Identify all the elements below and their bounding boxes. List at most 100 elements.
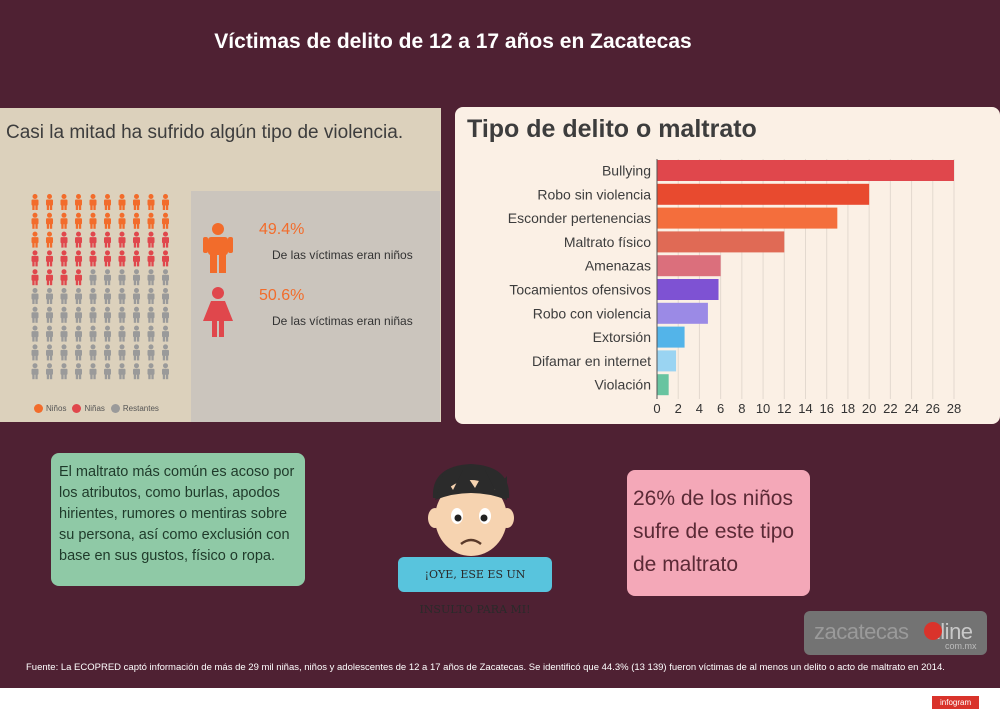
x-tick-label: 4	[696, 401, 703, 416]
x-tick-label: 16	[819, 401, 833, 416]
page-title: Víctimas de delito de 12 a 17 años en Za…	[214, 30, 692, 53]
person-icon	[31, 212, 39, 229]
person-icon	[162, 288, 169, 304]
person-icon	[31, 288, 39, 304]
infogram-badge[interactable]: infogram	[932, 696, 980, 709]
chart-title: Tipo de delito o maltrato	[467, 115, 757, 143]
person-icon	[147, 288, 155, 304]
person-icon	[104, 250, 111, 267]
person-icon	[133, 325, 140, 342]
person-icon	[60, 363, 68, 380]
x-tick-label: 6	[717, 401, 724, 416]
x-tick-label: 24	[904, 401, 918, 416]
speech-bubble: ¡OYE, ESE ES UN INSULTO PARA MI!	[398, 557, 552, 616]
x-tick-label: 8	[738, 401, 745, 416]
boy-icon	[203, 223, 233, 273]
person-icon	[60, 250, 68, 267]
person-icon	[133, 306, 140, 323]
girls-percent: 50.6%	[259, 287, 305, 304]
person-icon	[162, 269, 169, 286]
person-icon	[60, 212, 68, 229]
bar	[657, 160, 954, 181]
person-icon	[31, 306, 39, 323]
person-icon	[147, 306, 155, 323]
person-icon	[89, 363, 97, 380]
person-icon	[147, 250, 155, 267]
bar	[657, 279, 719, 300]
person-icon	[60, 325, 68, 342]
x-tick-label: 26	[926, 401, 940, 416]
legend-item-rest: Restantes	[110, 404, 159, 414]
zacatecas-online-logo: zacatecas nline com.mx	[804, 611, 987, 655]
x-tick-label: 10	[756, 401, 770, 416]
category-label: Tocamientos ofensivos	[509, 282, 651, 298]
bar	[657, 231, 785, 253]
person-icon	[89, 250, 97, 267]
gender-panel: Casi la mitad ha sufrido algún tipo de v…	[0, 108, 441, 422]
person-icon	[118, 212, 126, 229]
person-icon	[104, 306, 111, 323]
person-icon	[162, 231, 169, 248]
person-icon	[31, 325, 39, 342]
person-icon	[46, 344, 53, 361]
source-footnote: Fuente: La ECOPRED captó información de …	[26, 662, 945, 673]
person-icon	[133, 194, 140, 210]
bullying-stat-box: 26% de los niños sufre de este tipo de m…	[627, 470, 810, 596]
person-icon	[133, 269, 140, 286]
person-icon	[133, 363, 140, 380]
person-icon	[60, 194, 68, 210]
person-icon	[75, 212, 82, 229]
category-label: Bullying	[602, 163, 651, 179]
person-icon	[104, 325, 111, 342]
x-tick-label: 2	[675, 401, 682, 416]
girls-label: De las víctimas eran niñas	[272, 314, 413, 328]
x-tick-label: 20	[862, 401, 876, 416]
person-icon	[133, 344, 140, 361]
person-icon	[147, 269, 155, 286]
logo-main-text: zacatecas	[814, 619, 909, 644]
person-icon	[46, 288, 53, 304]
person-icon	[147, 194, 155, 210]
logo-suffix: com.mx	[945, 641, 977, 651]
person-icon	[89, 269, 97, 286]
bar	[657, 183, 870, 205]
person-icon	[118, 363, 126, 380]
person-icon	[162, 344, 169, 361]
person-icon	[162, 363, 169, 380]
person-icon	[147, 344, 155, 361]
person-icon	[75, 269, 82, 286]
x-tick-label: 12	[777, 401, 791, 416]
person-icon	[162, 212, 169, 229]
person-icon	[89, 231, 97, 248]
person-icon	[147, 325, 155, 342]
legend-item-boys: Niños	[34, 404, 66, 414]
pictogram-svg	[31, 194, 169, 380]
person-icon	[75, 344, 82, 361]
person-icon	[89, 194, 97, 210]
person-icon	[31, 250, 39, 267]
logo-o-icon	[924, 622, 942, 640]
person-icon	[31, 269, 39, 286]
person-icon	[75, 194, 82, 210]
person-icon	[118, 250, 126, 267]
pictogram-grid	[30, 194, 180, 384]
person-icon	[118, 325, 126, 342]
gender-stats: 49.4% De las víctimas eran niños 50.6% D…	[191, 191, 440, 422]
person-icon	[162, 325, 169, 342]
person-icon	[104, 344, 111, 361]
person-icon	[133, 288, 140, 304]
person-icon	[147, 212, 155, 229]
person-icon	[118, 231, 126, 248]
person-icon	[104, 288, 111, 304]
category-label: Robo con violencia	[533, 305, 652, 321]
x-tick-label: 28	[947, 401, 961, 416]
sad-boy-illustration	[428, 464, 514, 556]
category-label: Robo sin violencia	[537, 186, 651, 202]
bar	[657, 326, 685, 348]
person-icon	[133, 250, 140, 267]
person-icon	[162, 250, 169, 267]
person-icon	[118, 269, 126, 286]
pictogram-legend: Niños Niñas Restantes	[34, 404, 159, 414]
x-tick-label: 14	[798, 401, 812, 416]
person-icon	[104, 269, 111, 286]
